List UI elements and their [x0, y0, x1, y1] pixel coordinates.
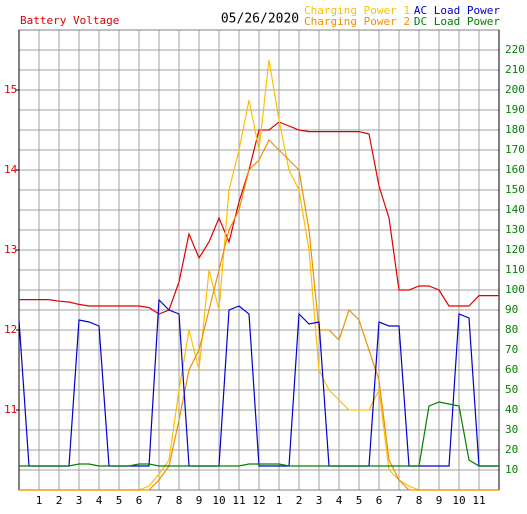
y2-tick-label: 120	[505, 243, 525, 256]
y2-tick-label: 190	[505, 103, 525, 116]
y2-tick-label: 140	[505, 203, 525, 216]
x-tick-label: 4	[336, 494, 343, 507]
legend-entry: Charging Power 2	[304, 15, 410, 28]
y2-tick-label: 60	[505, 363, 518, 376]
x-tick-label: 2	[56, 494, 63, 507]
legend-entry: Charging Power 1	[304, 4, 410, 17]
x-tick-label: 9	[196, 494, 203, 507]
x-tick-label: 6	[136, 494, 143, 507]
x-tick-label: 1	[36, 494, 43, 507]
y2-tick-label: 90	[505, 303, 518, 316]
y2-tick-label: 50	[505, 383, 518, 396]
legend-entry: Battery Voltage	[20, 14, 119, 27]
x-tick-label: 11	[232, 494, 245, 507]
y2-tick-label: 30	[505, 423, 518, 436]
x-tick-label: 4	[96, 494, 103, 507]
y2-tick-label: 170	[505, 143, 525, 156]
legend-entry: DC Load Power	[414, 15, 500, 28]
series-line	[19, 121, 499, 315]
x-tick-label: 3	[76, 494, 83, 507]
y2-tick-label: 200	[505, 83, 525, 96]
x-tick-label: 5	[356, 494, 363, 507]
y2-tick-label: 10	[505, 463, 518, 476]
x-tick-label: 11	[472, 494, 485, 507]
y-tick-label: 12	[4, 323, 17, 336]
series-line	[19, 138, 499, 491]
x-tick-label: 1	[276, 494, 283, 507]
y-tick-label: 11	[4, 403, 17, 416]
x-tick-label: 9	[436, 494, 443, 507]
y-tick-label: 14	[4, 163, 18, 176]
chart-title: 05/26/2020	[221, 12, 299, 27]
y2-tick-label: 150	[505, 183, 525, 196]
y2-tick-label: 20	[505, 443, 518, 456]
y2-tick-label: 210	[505, 63, 525, 76]
y-tick-label: 13	[4, 243, 17, 256]
y-tick-label: 15	[4, 83, 17, 96]
x-tick-label: 10	[452, 494, 465, 507]
y2-tick-label: 180	[505, 123, 525, 136]
x-tick-label: 7	[156, 494, 163, 507]
y2-tick-label: 100	[505, 283, 525, 296]
legend-entry: AC Load Power	[414, 4, 500, 17]
y2-tick-label: 130	[505, 223, 525, 236]
x-tick-label: 10	[212, 494, 225, 507]
series-line	[19, 401, 499, 467]
y2-tick-label: 40	[505, 403, 518, 416]
x-tick-label: 8	[416, 494, 423, 507]
x-tick-label: 5	[116, 494, 123, 507]
x-tick-label: 7	[396, 494, 403, 507]
x-tick-label: 3	[316, 494, 323, 507]
x-tick-label: 2	[296, 494, 303, 507]
y2-tick-label: 220	[505, 43, 525, 56]
y2-tick-label: 70	[505, 343, 518, 356]
y2-tick-label: 80	[505, 323, 518, 336]
x-tick-label: 12	[252, 494, 265, 507]
x-tick-label: 8	[176, 494, 183, 507]
x-tick-label: 6	[376, 494, 383, 507]
y2-tick-label: 160	[505, 163, 525, 176]
y2-tick-label: 110	[505, 263, 525, 276]
